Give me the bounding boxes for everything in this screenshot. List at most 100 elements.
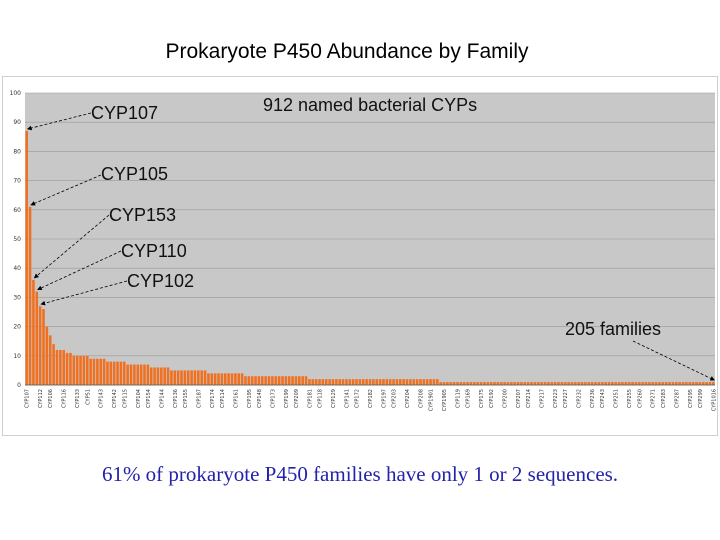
bar bbox=[156, 367, 160, 385]
bar bbox=[281, 376, 284, 385]
bar bbox=[213, 373, 217, 385]
bar bbox=[254, 376, 257, 385]
x-tick-label: CYP199 bbox=[284, 389, 290, 408]
bar bbox=[701, 382, 705, 385]
bar bbox=[590, 382, 594, 385]
bar bbox=[183, 370, 187, 385]
bar bbox=[126, 364, 129, 385]
x-tick-label: CYP223 bbox=[553, 389, 559, 408]
bar bbox=[186, 370, 190, 385]
bar bbox=[223, 373, 227, 385]
bar bbox=[439, 382, 442, 385]
x-tick-label: CYP187 bbox=[196, 389, 202, 408]
bar bbox=[378, 379, 382, 385]
bar bbox=[375, 379, 379, 385]
x-tick-label: CYP148 bbox=[257, 389, 263, 408]
bar bbox=[227, 373, 230, 385]
bar bbox=[139, 364, 143, 385]
slide-title: Prokaryote P450 Abundance by Family bbox=[165, 40, 529, 63]
bar bbox=[85, 355, 89, 385]
x-tick-label: CYP236 bbox=[590, 389, 596, 408]
bar bbox=[436, 379, 439, 385]
bar bbox=[38, 306, 42, 385]
bar bbox=[516, 382, 520, 385]
bar bbox=[611, 382, 614, 385]
bar bbox=[624, 382, 628, 385]
bar bbox=[442, 382, 446, 385]
annotation-label: 205 families bbox=[565, 319, 661, 339]
bar bbox=[271, 376, 274, 385]
bar bbox=[28, 206, 32, 385]
bar bbox=[419, 379, 422, 385]
y-tick-label: 0 bbox=[17, 382, 21, 389]
bar bbox=[415, 379, 419, 385]
bar bbox=[513, 382, 517, 385]
annotation-arrow bbox=[632, 340, 716, 381]
bar bbox=[153, 367, 156, 385]
x-tick-label: CYP203 bbox=[392, 389, 398, 408]
bar bbox=[691, 382, 695, 385]
bar bbox=[658, 382, 661, 385]
y-tick-label: 20 bbox=[13, 324, 21, 331]
x-tick-label: CYP181 bbox=[307, 389, 313, 408]
bar bbox=[136, 364, 140, 385]
annotation-label: CYP153 bbox=[109, 205, 176, 225]
y-tick-label: 80 bbox=[13, 148, 21, 155]
bar bbox=[237, 373, 241, 385]
bar bbox=[681, 382, 685, 385]
annotation-arrow bbox=[30, 174, 102, 206]
x-tick-label: CYP51 bbox=[85, 389, 91, 405]
bar bbox=[358, 379, 362, 385]
bar bbox=[493, 382, 496, 385]
bar bbox=[540, 382, 543, 385]
x-tick-label: CYP251 bbox=[614, 389, 620, 408]
bar bbox=[563, 382, 567, 385]
bar bbox=[459, 382, 463, 385]
bar bbox=[250, 376, 254, 385]
bar bbox=[200, 370, 203, 385]
x-tick-label: CYP144 bbox=[159, 389, 165, 408]
x-tick-label: CYP116 bbox=[62, 389, 68, 408]
bar bbox=[355, 379, 358, 385]
bar bbox=[62, 349, 65, 385]
annotation-arrow bbox=[26, 112, 92, 131]
bar bbox=[627, 382, 631, 385]
bar bbox=[79, 355, 82, 385]
bar bbox=[634, 382, 638, 385]
bar bbox=[678, 382, 681, 385]
bar bbox=[399, 379, 402, 385]
bar bbox=[372, 379, 375, 385]
x-tick-label: CYP295 bbox=[688, 389, 694, 408]
annotation-label: CYP102 bbox=[127, 271, 194, 291]
x-tick-label: CYP112 bbox=[38, 389, 44, 408]
x-tick-label: CYP1016 bbox=[711, 389, 717, 411]
bar bbox=[35, 291, 39, 385]
bar bbox=[341, 379, 345, 385]
x-tick-label: CYP299 bbox=[698, 389, 704, 408]
bar bbox=[668, 382, 671, 385]
bar bbox=[59, 349, 62, 385]
x-tick-label: CYP175 bbox=[479, 389, 485, 408]
bar bbox=[695, 382, 698, 385]
bar bbox=[261, 376, 264, 385]
bar bbox=[45, 326, 49, 385]
bar bbox=[382, 379, 385, 385]
bar bbox=[570, 382, 574, 385]
x-tick-label: CYP174 bbox=[210, 389, 216, 408]
bar bbox=[388, 379, 392, 385]
bar bbox=[294, 376, 298, 385]
x-tick-label: CYP200 bbox=[503, 389, 509, 408]
bar bbox=[287, 376, 291, 385]
x-tick-label: CYP208 bbox=[418, 389, 424, 408]
bar bbox=[277, 376, 281, 385]
bar bbox=[412, 379, 416, 385]
bar bbox=[193, 370, 197, 385]
y-tick-label: 30 bbox=[13, 294, 21, 301]
bar bbox=[257, 376, 261, 385]
bar bbox=[446, 382, 449, 385]
bar bbox=[197, 370, 200, 385]
bar bbox=[365, 379, 368, 385]
bar bbox=[510, 382, 513, 385]
bar bbox=[32, 279, 35, 385]
